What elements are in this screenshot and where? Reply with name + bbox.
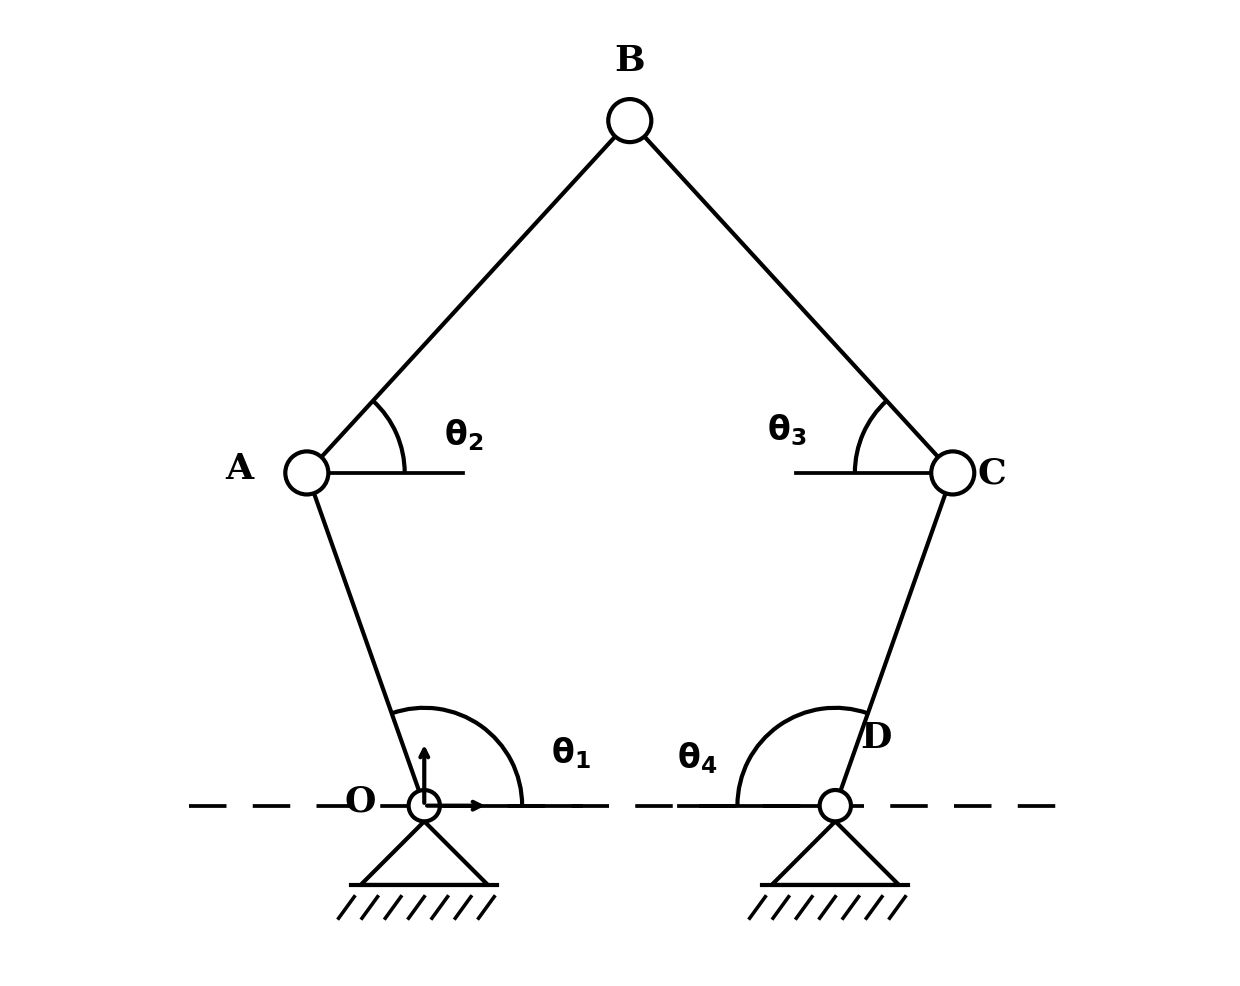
Text: A: A [224,452,253,485]
Text: $\bf\theta_2$: $\bf\theta_2$ [444,416,484,453]
Text: $\bf\theta_4$: $\bf\theta_4$ [677,740,718,775]
Text: C: C [977,457,1006,490]
Text: $\bf\theta_1$: $\bf\theta_1$ [552,735,591,770]
Circle shape [409,790,440,821]
Text: B: B [615,43,645,78]
Circle shape [285,452,329,495]
Text: D: D [859,721,892,754]
Text: $\bf\theta_3$: $\bf\theta_3$ [766,411,806,448]
Circle shape [820,790,851,821]
Text: O: O [345,784,377,818]
Circle shape [931,452,975,495]
Circle shape [609,100,651,143]
